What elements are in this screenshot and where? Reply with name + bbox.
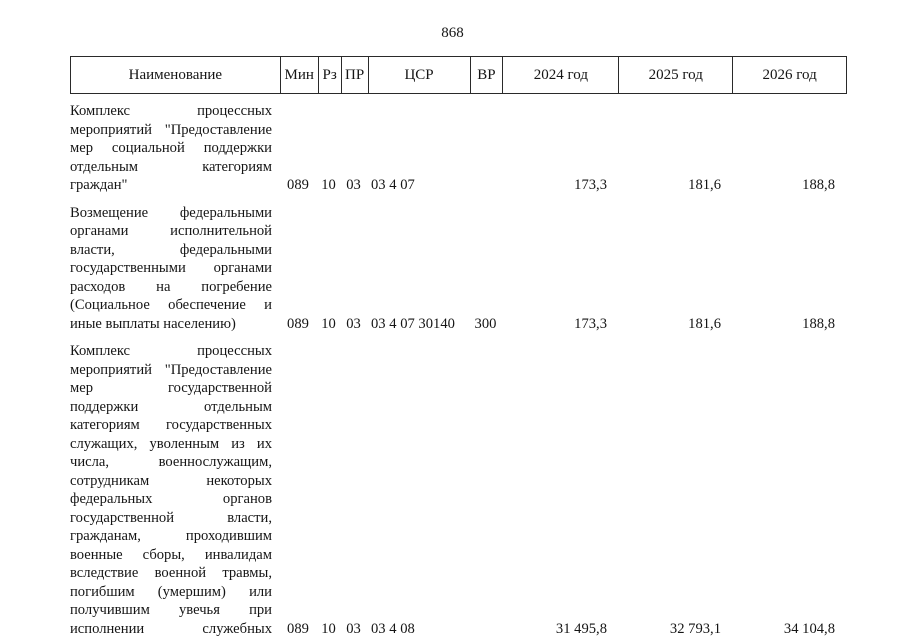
amount-2024-cell: 31 495,8 xyxy=(555,620,607,637)
amount-2025-cell: 181,6 xyxy=(688,177,721,193)
amount-2024-cell: 173,3 xyxy=(574,315,607,332)
col-header-2024: 2024 год xyxy=(502,57,618,93)
min-cell: 089 xyxy=(287,315,309,332)
col-header-pr: ПР xyxy=(340,57,368,93)
table-header-row: Наименование Мин Рз ПР ЦСР ВР 2024 год 2… xyxy=(70,56,847,94)
pr-cell: 03 xyxy=(346,315,361,332)
col-header-2025: 2025 год xyxy=(618,57,732,93)
table-row: Возмещение федеральными органами исполни… xyxy=(70,204,847,334)
table-row: Комплекс процессных мероприятий "Предост… xyxy=(70,102,847,195)
col-header-2026: 2026 год xyxy=(732,57,846,93)
name-cell: Комплекс процессных мероприятий "Предост… xyxy=(70,343,272,637)
rz-cell: 10 xyxy=(321,315,336,332)
name-cell: Возмещение федеральными органами исполни… xyxy=(70,204,272,332)
vr-cell: 300 xyxy=(474,315,497,332)
csr-cell: 03 4 08 xyxy=(371,620,415,637)
col-header-rz: Рз xyxy=(317,57,341,93)
col-header-min: Мин xyxy=(279,57,318,93)
min-cell: 089 xyxy=(287,620,309,637)
page-number: 868 xyxy=(441,25,464,41)
csr-cell: 03 4 07 30140 xyxy=(371,315,455,332)
amount-2025-cell: 32 793,1 xyxy=(669,620,721,637)
amount-2024-cell: 173,3 xyxy=(574,177,607,193)
col-header-vr: ВР xyxy=(469,57,503,93)
amount-2026-cell: 188,8 xyxy=(802,315,835,332)
pr-cell: 03 xyxy=(346,177,361,193)
rz-cell: 10 xyxy=(321,620,336,637)
budget-table: Наименование Мин Рз ПР ЦСР ВР 2024 год 2… xyxy=(70,56,847,638)
min-cell: 089 xyxy=(287,177,309,193)
table-row: Комплекс процессных мероприятий "Предост… xyxy=(70,342,847,638)
pr-cell: 03 xyxy=(346,620,361,637)
amount-2026-cell: 188,8 xyxy=(802,177,835,193)
col-header-name: Наименование xyxy=(128,66,223,83)
csr-cell: 03 4 07 xyxy=(371,177,415,193)
table-body: Комплекс процессных мероприятий "Предост… xyxy=(70,102,847,638)
rz-cell: 10 xyxy=(321,177,336,193)
name-cell: Комплекс процессных мероприятий "Предост… xyxy=(70,103,272,193)
amount-2026-cell: 34 104,8 xyxy=(783,620,835,637)
col-header-csr: ЦСР xyxy=(367,57,470,93)
amount-2025-cell: 181,6 xyxy=(688,315,721,332)
